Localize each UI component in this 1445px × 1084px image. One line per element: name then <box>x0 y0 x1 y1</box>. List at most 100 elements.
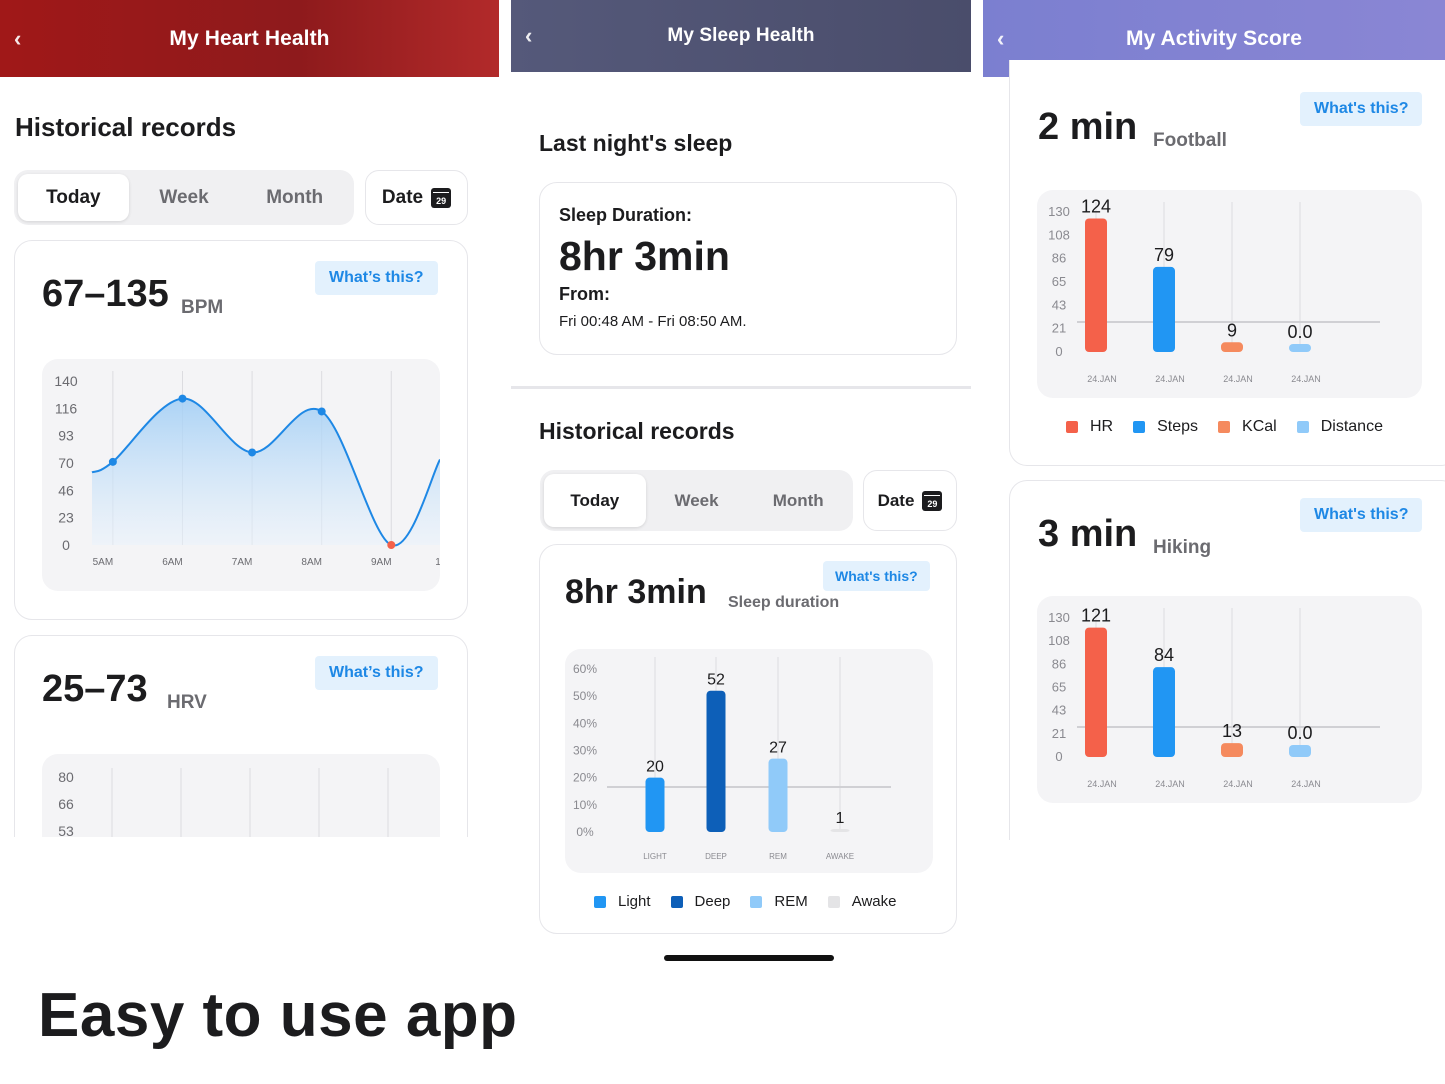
bpm-card: 67–135 BPM What’s this? 140 116 93 70 46 23 0 5… <box>14 240 468 620</box>
y-tick-label: 30% <box>573 744 597 758</box>
bar-value-label: 79 <box>1154 245 1174 265</box>
chevron-left-icon[interactable]: ‹ <box>14 25 22 51</box>
legend-swatch <box>1296 421 1309 433</box>
sleep-chart-svg: 60% 50% 40% 30% 20% 10% 0% 20 LIGHT 52 DEEP 27 REM 1 A… <box>573 657 891 861</box>
date-button[interactable]: Date 29 <box>365 170 468 225</box>
legend-item: Light <box>594 893 651 910</box>
section-title: Historical records <box>539 418 735 444</box>
bar-value-label: 9 <box>1227 320 1237 340</box>
chevron-left-icon[interactable]: ‹ <box>997 25 1005 51</box>
calendar-icon: 29 <box>431 187 452 208</box>
last-night-title: Last night's sleep <box>539 130 733 156</box>
tab-week[interactable]: Week <box>674 490 719 510</box>
page-title: My Activity Score <box>1126 26 1302 50</box>
bar-value-label: 13 <box>1222 721 1242 741</box>
activity-card-hiking: 3 min Hiking What's this? 130 108 86 65 43 21… <box>1009 480 1445 840</box>
bar-value-label: 20 <box>646 759 664 776</box>
y-tick-label: 140 <box>54 373 78 389</box>
activity-duration: 2 min <box>1038 106 1138 148</box>
legend-item: HR <box>1066 418 1113 436</box>
legend-swatch <box>1218 421 1231 433</box>
y-tick-label: 0 <box>62 537 70 553</box>
legend-label: Distance <box>1320 418 1383 435</box>
bar <box>1085 627 1107 757</box>
duration-value: 8hr 3min <box>559 233 730 279</box>
tab-month[interactable]: Month <box>266 186 324 208</box>
sleep-duration-unit: Sleep duration <box>728 594 840 611</box>
tab-month[interactable]: Month <box>772 490 824 510</box>
legend-item: KCal <box>1218 418 1277 436</box>
y-tick-label: 20% <box>573 771 597 785</box>
y-tick-label: 130 <box>1048 610 1070 625</box>
whats-this-button[interactable]: What's this? <box>1300 498 1423 532</box>
legend-swatch <box>1066 421 1078 433</box>
y-tick-label: 66 <box>58 796 74 812</box>
y-tick-label: 116 <box>55 400 78 416</box>
legend-label: KCal <box>1242 418 1277 435</box>
page-title: My Heart Health <box>169 26 330 50</box>
whats-this-button[interactable]: What’s this? <box>315 656 438 690</box>
bpm-point <box>108 457 117 466</box>
x-tick-label: 24.JAN <box>1291 374 1321 384</box>
page-title: My Sleep Health <box>667 25 815 46</box>
from-value: Fri 00:48 AM - Fri 08:50 AM. <box>559 313 747 330</box>
bar-value-label: 121 <box>1081 606 1111 626</box>
y-tick-label: 0 <box>1055 344 1062 359</box>
period-tabs: Today Week Month <box>14 170 354 225</box>
bpm-point <box>178 394 187 403</box>
calendar-icon: 29 <box>922 490 943 511</box>
legend-item: Awake <box>827 893 897 910</box>
tab-today[interactable]: Today <box>544 474 646 527</box>
bar-value-label: 84 <box>1154 645 1174 665</box>
y-tick-label: 65 <box>1052 680 1066 695</box>
y-tick-label: 108 <box>1048 227 1070 242</box>
x-tick-label: AWAKE <box>826 852 854 861</box>
bar-value-label: 124 <box>1081 196 1111 216</box>
activity-score-screen: ‹ My Activity Score 2 min Football What'… <box>983 0 1445 1084</box>
legend-item: Distance <box>1296 418 1383 436</box>
y-tick-label: 43 <box>1052 297 1066 312</box>
bar <box>645 777 665 832</box>
y-tick-label: 93 <box>58 428 74 444</box>
legend-item: Steps <box>1133 418 1198 436</box>
date-button[interactable]: Date 29 <box>863 470 957 531</box>
bpm-chart-svg: 140 116 93 70 46 23 0 5AM 6AM 7AM 8AM 9AM 1 <box>54 371 441 568</box>
legend-item: Deep <box>670 893 730 910</box>
bpm-point <box>317 407 326 416</box>
chevron-left-icon[interactable]: ‹ <box>525 23 533 48</box>
legend-swatch <box>670 895 683 908</box>
tab-week[interactable]: Week <box>159 186 209 208</box>
bar <box>1153 667 1175 757</box>
activity-card-football: 2 min Football What's this? 130 108 86 65 43… <box>1009 60 1445 466</box>
y-tick-label: 65 <box>1052 274 1066 289</box>
x-tick-label: 8AM <box>301 557 322 568</box>
bar <box>830 829 850 832</box>
y-tick-label: 60% <box>573 662 597 676</box>
x-tick-label: 24.JAN <box>1087 374 1117 384</box>
y-tick-label: 23 <box>58 510 74 526</box>
bar-value-label: 27 <box>769 740 787 757</box>
whats-this-button[interactable]: What's this? <box>1300 92 1423 126</box>
legend-label: HR <box>1090 418 1114 435</box>
legend-swatch <box>750 895 763 908</box>
y-tick-label: 10% <box>573 798 597 812</box>
y-tick-label: 40% <box>573 716 597 730</box>
activity-name: Hiking <box>1153 537 1212 558</box>
y-tick-label: 0 <box>1055 749 1062 764</box>
y-tick-label: 21 <box>1052 321 1066 336</box>
bar <box>1221 342 1243 352</box>
y-tick-label: 0% <box>576 825 594 839</box>
from-label: From: <box>559 284 610 304</box>
bpm-unit: BPM <box>181 297 224 318</box>
sleep-chart: 60% 50% 40% 30% 20% 10% 0% 20 LIGHT 52 DEEP 27 REM 1 A… <box>565 649 933 873</box>
x-tick-label: 24.JAN <box>1087 779 1117 789</box>
duration-label: Sleep Duration: <box>559 205 693 225</box>
whats-this-button[interactable]: What's this? <box>823 561 930 591</box>
tab-today[interactable]: Today <box>18 174 129 221</box>
legend-swatch <box>594 895 606 908</box>
activity-legend: HR Steps KCal Distance <box>1066 418 1403 436</box>
date-label: Date <box>877 490 915 510</box>
legend-label: REM <box>774 893 808 910</box>
bpm-area <box>92 398 440 546</box>
whats-this-button[interactable]: What’s this? <box>315 261 438 295</box>
